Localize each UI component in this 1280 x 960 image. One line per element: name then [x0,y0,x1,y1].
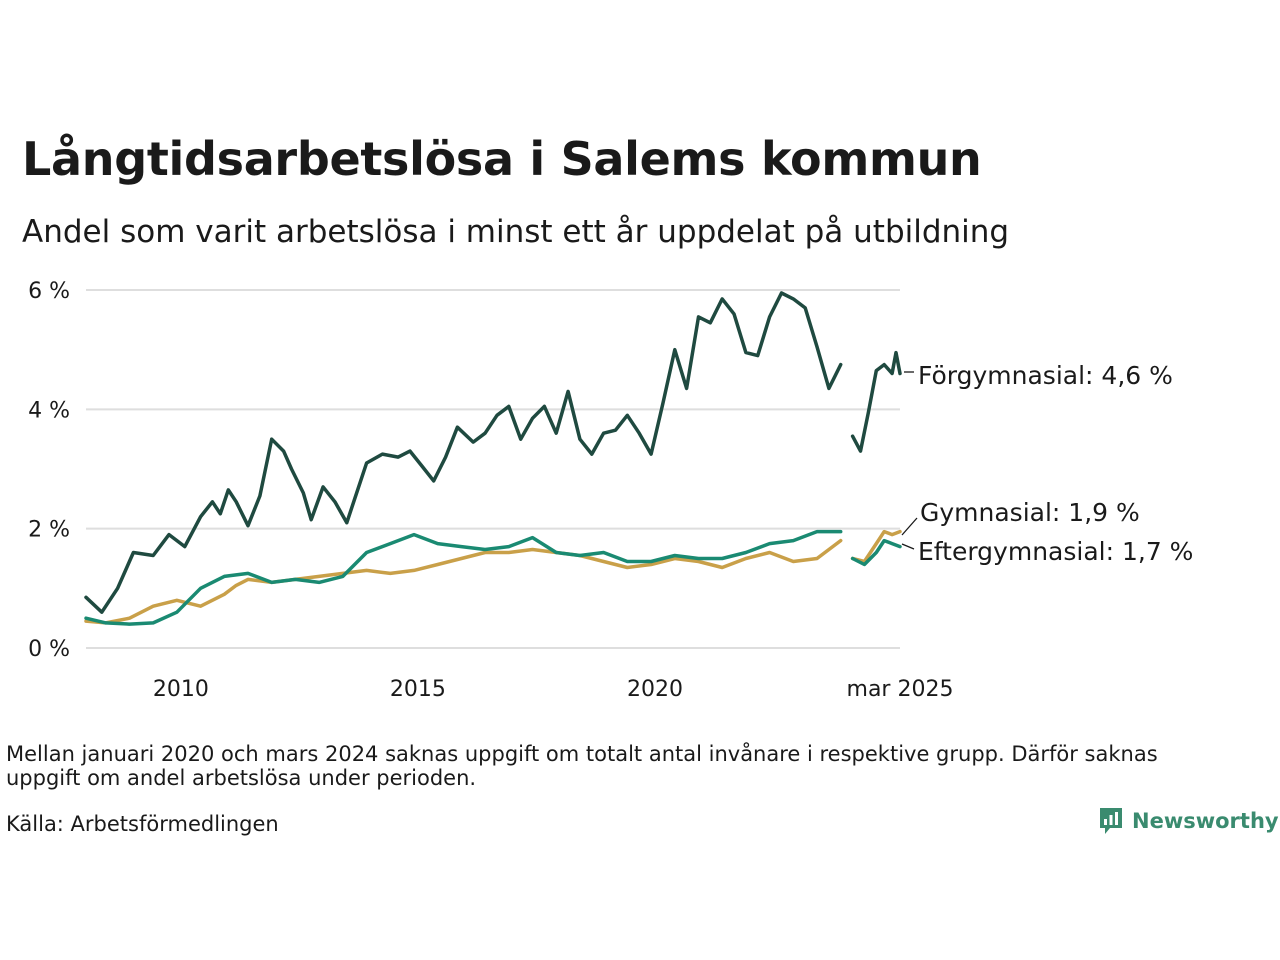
brand-name: Newsworthy [1132,809,1279,833]
series-end-label: Förgymnasial: 4,6 % [918,361,1173,390]
x-tick-label: 2010 [153,677,209,702]
series-line-f-rgymnasial [850,350,902,453]
series-line-gymnasial [850,529,902,564]
footnote: Mellan januari 2020 och mars 2024 saknas… [6,742,1158,790]
y-tick-label: 0 % [28,637,70,662]
series-end-label: Eftergymnasial: 1,7 % [918,537,1193,566]
x-tick-label: 2020 [627,677,683,702]
bar-chart-logo-icon [1100,808,1122,834]
series-end-label: Gymnasial: 1,9 % [920,498,1140,527]
label-leader-line [901,517,918,536]
series-line-eftergymnasial [84,529,843,626]
series-line-gymnasial [84,538,843,625]
chart-title: Långtidsarbetslösa i Salems kommun [22,132,982,186]
series-line-f-rgymnasial [84,291,843,614]
x-tick-label: mar 2025 [847,677,954,702]
y-tick-label: 6 % [28,279,70,304]
series-line-eftergymnasial [850,538,902,567]
chart-subtitle: Andel som varit arbetslösa i minst ett å… [22,214,1010,250]
y-tick-label: 4 % [28,398,70,423]
y-tick-label: 2 % [28,518,70,543]
source-text: Källa: Arbetsförmedlingen [6,812,279,836]
x-tick-label: 2015 [390,677,446,702]
label-leader-line [901,543,915,550]
brand-logo: Newsworthy [1098,806,1279,836]
